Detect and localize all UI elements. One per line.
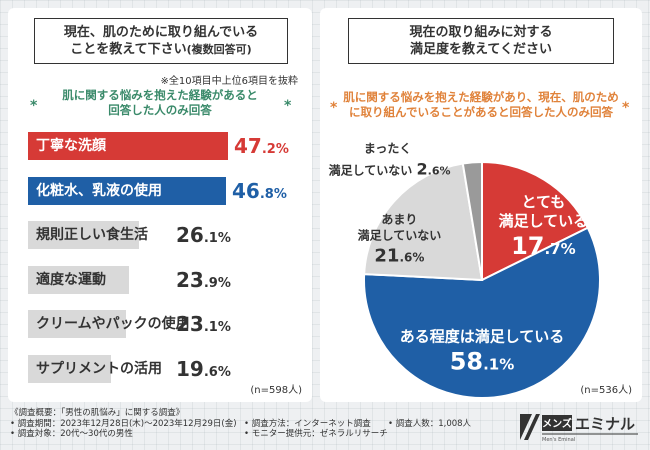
bar	[28, 132, 228, 160]
right-sample-size: (n=536人)	[580, 385, 632, 396]
logo-name: エミナル	[575, 415, 635, 433]
bar-category-label: 規則正しい食生活	[36, 227, 148, 243]
bar-category-label: サプリメントの活用	[36, 360, 162, 377]
bar-row: 適度な運動 23.9%	[28, 265, 298, 294]
star-left-2: *	[284, 98, 292, 114]
pie-label-text: とても	[521, 193, 565, 211]
survey-overview: 《調査概要：「男性の肌悩み」に関する調査》 • 調査期間：2023年12月28日…	[10, 408, 237, 440]
pie-slice	[363, 226, 601, 399]
logo-box	[542, 415, 572, 431]
survey-overview-col2: • 調査方法：インターネット調査 • モニター提供元：ゼネラルリサーチ	[244, 408, 388, 440]
survey-method: • 調査方法：インターネット調査	[244, 418, 371, 429]
bar-category-label: 適度な運動	[36, 271, 106, 288]
left-sample-size: (n=598人)	[250, 385, 302, 396]
left-title-line1: 現在、肌のために取り組んでいる	[63, 25, 259, 40]
survey-period: • 調査期間：2023年12月28日(木)～2023年12月29日(金)	[10, 418, 237, 429]
bar-row: 規則正しい食生活 26.1%	[28, 221, 298, 249]
star-right-1: *	[330, 100, 338, 116]
star-left-1: *	[30, 98, 38, 114]
pie-slice	[461, 160, 483, 281]
pie-label-value: 21.6%	[374, 245, 424, 266]
bar-category-label: 丁寧な洗顔	[36, 138, 106, 154]
bar	[28, 310, 126, 338]
survey-count: • 調査人数：1,008人	[388, 418, 472, 429]
left-sub-heading: 肌に関する悩みを抱えた経験があると 回答した人のみ回答	[22, 88, 298, 118]
logo-mark-left	[520, 414, 532, 440]
pie-label-text: まったく	[364, 141, 412, 155]
pie-slice-label: ある程度は満足している 58.1%	[400, 327, 565, 375]
bar-category-label: クリームやパックの使用	[36, 316, 190, 332]
left-sub-line2: 回答した人のみ回答	[108, 103, 212, 117]
pie-label-value: 17.7%	[511, 232, 576, 260]
bar-value-label: 23.1%	[176, 312, 231, 336]
bar-value-label: 26.1%	[176, 223, 231, 247]
top6-note: ※全10項目中上位6項目を抜粋	[160, 76, 298, 87]
bar	[28, 265, 129, 294]
pie-label-text: ある程度は満足している	[400, 327, 565, 345]
pie-slice	[481, 160, 590, 282]
pie-label-value: 満足していない 2.6%	[329, 159, 451, 178]
mens-eminal-logo: メンズ エミナル Men's Eminal	[520, 414, 638, 443]
right-chart-panel: 現在の取り組みに対する 満足度を教えてください * * 肌に関する悩みを抱えた経…	[320, 8, 642, 402]
right-sub-line2: に取り組んでいることがあると回答した人のみ回答	[349, 105, 613, 119]
left-sub-line1: 肌に関する悩みを抱えた経験があると	[62, 88, 258, 102]
left-chart-title: 現在、肌のために取り組んでいる ことを教えて下さい(複数回答可)	[34, 18, 288, 64]
pie-label-value: 58.1%	[450, 347, 515, 375]
right-chart-title: 現在の取り組みに対する 満足度を教えてください	[348, 18, 614, 64]
left-chart-panel: 現在、肌のために取り組んでいる ことを教えて下さい(複数回答可) ※全10項目中…	[8, 8, 312, 402]
pie-leader-line	[466, 167, 474, 173]
bar	[28, 354, 111, 383]
bar-value-label: 23.9%	[176, 267, 231, 292]
survey-title: 《調査概要：「男性の肌悩み」に関する調査》	[10, 408, 185, 418]
pie-label-text: あまり	[381, 212, 417, 226]
right-sub-heading: 肌に関する悩みを抱えた経験があり、現在、肌のため に取り組んでいることがあると回…	[328, 90, 634, 120]
right-sub-line1: 肌に関する悩みを抱えた経験があり、現在、肌のため	[343, 90, 619, 104]
survey-target: • 調査対象：20代～30代の男性	[10, 429, 133, 439]
star-right-2: *	[622, 100, 630, 116]
left-title-line2: ことを教えて下さい	[70, 42, 187, 57]
bar-category-label: 化粧水、乳液の使用	[36, 182, 162, 199]
pie-chart: とても満足している17.7%ある程度は満足している58.1%あまり満足していない…	[329, 141, 601, 399]
bar-row: 丁寧な洗顔 47.2%	[28, 132, 298, 160]
logo-sub: Men's Eminal	[542, 437, 575, 443]
left-title-suffix: (複数回答可)	[186, 43, 252, 56]
right-title-line1: 現在の取り組みに対する	[409, 25, 553, 40]
bar-value-label: 19.6%	[176, 356, 231, 381]
logo-box-text: メンズ	[542, 417, 572, 430]
survey-provider: • モニター提供元：ゼネラルリサーチ	[244, 429, 388, 439]
bar-row: 化粧水、乳液の使用 46.8%	[28, 176, 298, 205]
bar-value-label: 47.2%	[234, 134, 289, 158]
pie-label-text: 満足している	[499, 212, 589, 230]
survey-overview-col3: • 調査人数：1,008人	[388, 408, 471, 429]
pie-slice	[363, 162, 484, 282]
bar-value-label: 46.8%	[232, 178, 287, 203]
bar-row: クリームやパックの使用 23.1%	[28, 310, 298, 338]
bar	[28, 176, 226, 205]
bar-row: サプリメントの活用 19.6%	[28, 354, 298, 383]
bar	[28, 221, 139, 249]
right-title-line2: 満足度を教えてください	[410, 42, 552, 57]
pie-label-text: 満足していない	[358, 227, 442, 242]
logo-mark-slash	[524, 414, 540, 440]
